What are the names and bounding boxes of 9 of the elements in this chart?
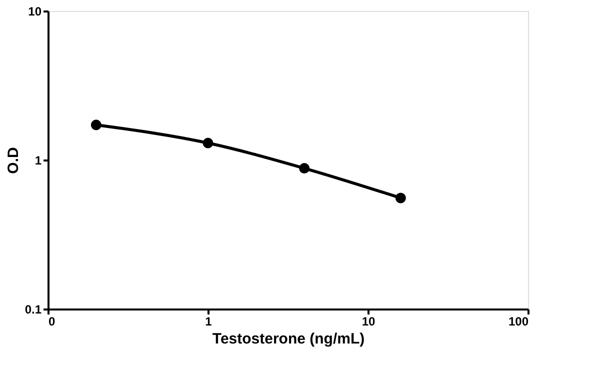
y-axis-title: O.D bbox=[4, 147, 22, 174]
y-tick-label: 1 bbox=[34, 154, 42, 168]
x-tick-label: 1 bbox=[205, 314, 212, 328]
y-tick-label: 10 bbox=[28, 4, 42, 18]
x-axis-title: Testosterone (ng/mL) bbox=[212, 330, 365, 348]
x-tick-label: 10 bbox=[362, 314, 376, 328]
x-tick-label: 0 bbox=[48, 314, 56, 328]
y-tick-label: 0.1 bbox=[24, 302, 42, 316]
x-tick-label: 100 bbox=[508, 314, 529, 328]
